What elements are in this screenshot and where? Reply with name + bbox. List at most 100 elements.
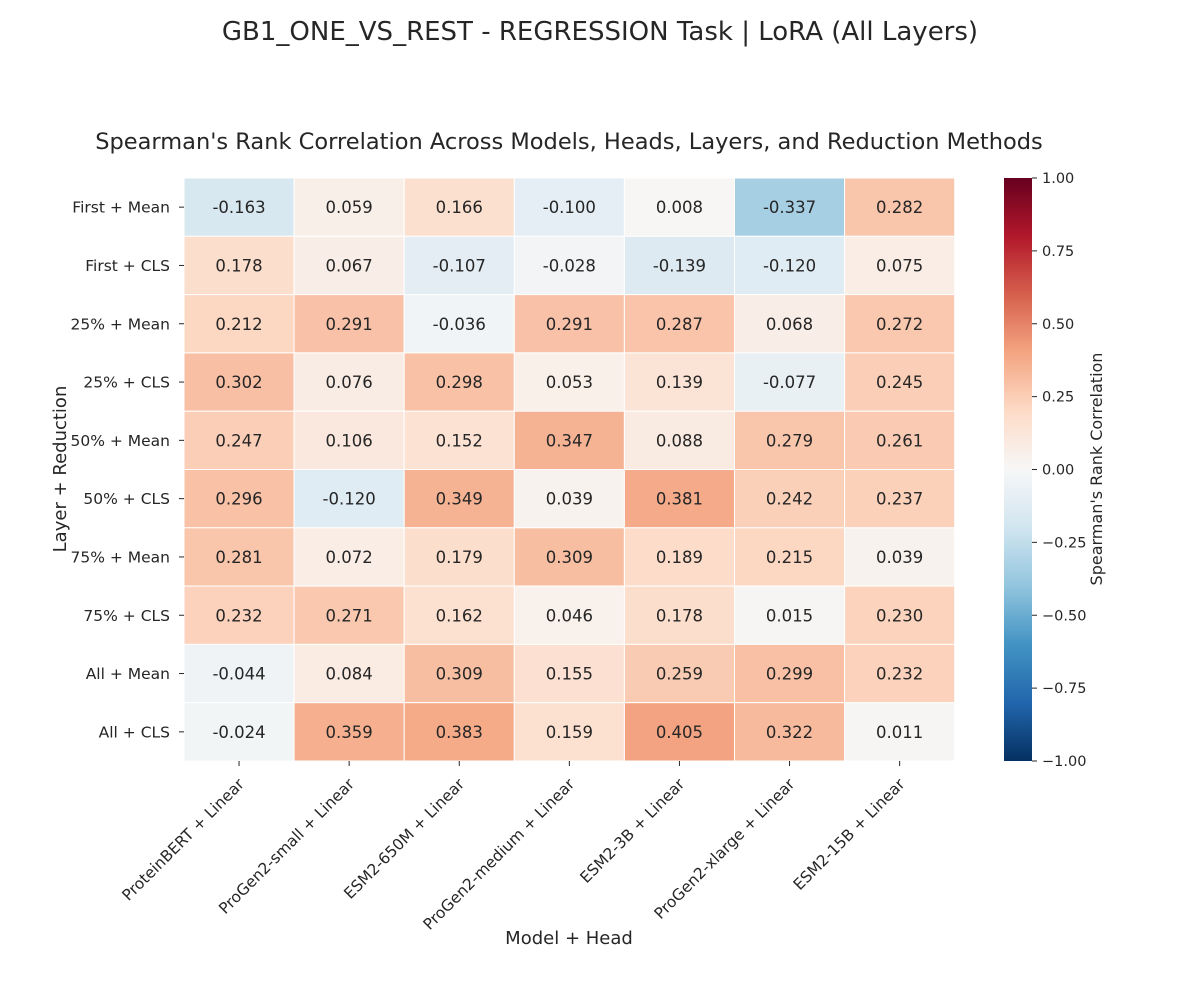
cell-value-label: 0.309 — [436, 665, 483, 684]
heatmap-cell — [513, 177, 625, 237]
cell-value-label: -0.337 — [763, 198, 816, 217]
cell-value-label: 0.271 — [326, 606, 373, 625]
colorbar-tick-label: −0.50 — [1042, 608, 1086, 624]
cell-value-label: 0.053 — [546, 373, 593, 392]
heatmap-cell — [623, 235, 736, 296]
heatmap-cell — [513, 352, 625, 412]
heatmap-cell — [403, 702, 515, 762]
cell-value-label: 0.189 — [656, 548, 703, 567]
x-tick-label: ESM2-650M + Linear — [340, 775, 468, 903]
cell-value-label: 0.015 — [766, 606, 813, 625]
cell-value-label: 0.155 — [546, 665, 593, 684]
colorbar — [1004, 178, 1032, 761]
cell-value-label: 0.302 — [215, 373, 262, 392]
cell-value-label: 0.076 — [326, 373, 373, 392]
cell-value-label: -0.120 — [763, 256, 816, 275]
cell-value-label: 0.232 — [876, 665, 923, 684]
cell-value-label: 0.162 — [436, 606, 483, 625]
heatmap-cell — [183, 410, 295, 471]
heatmap-cell — [183, 585, 295, 645]
heatmap-cell — [623, 702, 736, 762]
cell-value-label: 0.084 — [326, 665, 373, 684]
y-tick-label: 75% + Mean — [70, 548, 170, 566]
y-tick-label: First + CLS — [85, 257, 170, 275]
colorbar-tick-label: 0.50 — [1042, 317, 1074, 333]
heatmap-cell — [403, 469, 515, 529]
cell-value-label: 0.359 — [326, 723, 373, 742]
cell-value-label: 0.299 — [766, 665, 813, 684]
heatmap-cell — [183, 527, 295, 587]
cell-value-label: 0.296 — [215, 490, 262, 509]
heatmap-cell — [403, 643, 515, 704]
heatmap-cell — [734, 235, 846, 296]
cell-value-label: 0.237 — [876, 490, 923, 509]
cell-value-label: 0.067 — [326, 256, 373, 275]
heatmap-cell — [513, 585, 625, 645]
cell-value-label: -0.100 — [543, 198, 596, 217]
colorbar-label: Spearman's Rank Correlation — [1087, 353, 1106, 586]
cell-value-label: -0.163 — [212, 198, 265, 217]
colorbar-tick-label: −1.00 — [1042, 754, 1086, 770]
heatmap-cell — [513, 294, 625, 354]
cell-value-label: 0.309 — [546, 548, 593, 567]
cell-value-label: -0.107 — [433, 256, 486, 275]
cell-value-label: 0.152 — [436, 431, 483, 450]
cell-value-label: -0.028 — [543, 256, 596, 275]
cell-value-label: 0.178 — [656, 606, 703, 625]
cell-value-label: 0.039 — [876, 548, 923, 567]
heatmap-cell — [734, 294, 846, 354]
cell-value-label: -0.077 — [763, 373, 816, 392]
cell-value-label: 0.279 — [766, 431, 813, 450]
colorbar-tick-label: −0.25 — [1042, 535, 1086, 551]
cell-value-label: 0.215 — [766, 548, 813, 567]
heatmap-cell — [403, 527, 515, 587]
cell-value-label: 0.230 — [876, 606, 923, 625]
heatmap-cell — [844, 235, 956, 296]
cell-value-label: 0.259 — [656, 665, 703, 684]
heatmap-cell — [623, 527, 736, 587]
cell-value-label: 0.322 — [766, 723, 813, 742]
cell-value-label: 0.291 — [546, 315, 593, 334]
heatmap-cell — [844, 585, 956, 645]
cell-value-label: 0.272 — [876, 315, 923, 334]
cell-value-label: 0.059 — [326, 198, 373, 217]
heatmap-cell — [844, 294, 956, 354]
x-tick-label: ESM2-15B + Linear — [790, 775, 909, 894]
chart-title: Spearman's Rank Correlation Across Model… — [95, 129, 1043, 155]
cell-value-label: 0.072 — [326, 548, 373, 567]
y-tick-label: First + Mean — [72, 199, 170, 217]
y-tick-label: 50% + CLS — [83, 490, 170, 508]
heatmap-cell — [734, 702, 846, 762]
cell-value-label: 0.178 — [215, 256, 262, 275]
cell-value-label: 0.166 — [436, 198, 483, 217]
cell-value-label: 0.008 — [656, 198, 703, 217]
heatmap-cell — [623, 469, 736, 529]
y-tick-label: All + Mean — [86, 665, 170, 683]
heatmap-cell — [293, 294, 405, 354]
y-tick-label: 50% + Mean — [70, 432, 170, 450]
cell-value-label: 0.282 — [876, 198, 923, 217]
cell-value-label: 0.179 — [436, 548, 483, 567]
cell-value-label: 0.287 — [656, 315, 703, 334]
cell-value-label: 0.383 — [436, 723, 483, 742]
heatmap-cell — [183, 469, 295, 529]
colorbar-ticks: 1.00 0.75 0.50 0.25 0.00 −0.25 −0.50 −0.75 −1.00 — [1032, 171, 1086, 770]
cell-value-label: 0.039 — [546, 490, 593, 509]
cell-value-label: 0.212 — [215, 315, 262, 334]
heatmap-cell — [623, 177, 736, 237]
heatmap-cell — [403, 235, 515, 296]
y-tick-label: 25% + Mean — [70, 315, 170, 333]
heatmap-cell — [183, 352, 295, 412]
cell-value-label: 0.405 — [656, 723, 703, 742]
heatmap-cell — [293, 585, 405, 645]
x-axis-label: Model + Head — [505, 928, 633, 949]
cell-value-label: 0.245 — [876, 373, 923, 392]
y-tick-label: 75% + CLS — [83, 607, 170, 625]
heatmap-cells — [183, 177, 956, 762]
cell-value-label: 0.298 — [436, 373, 483, 392]
cell-value-label: 0.046 — [546, 606, 593, 625]
cell-value-label: -0.120 — [323, 490, 376, 509]
y-tick-label: 25% + CLS — [83, 374, 170, 392]
